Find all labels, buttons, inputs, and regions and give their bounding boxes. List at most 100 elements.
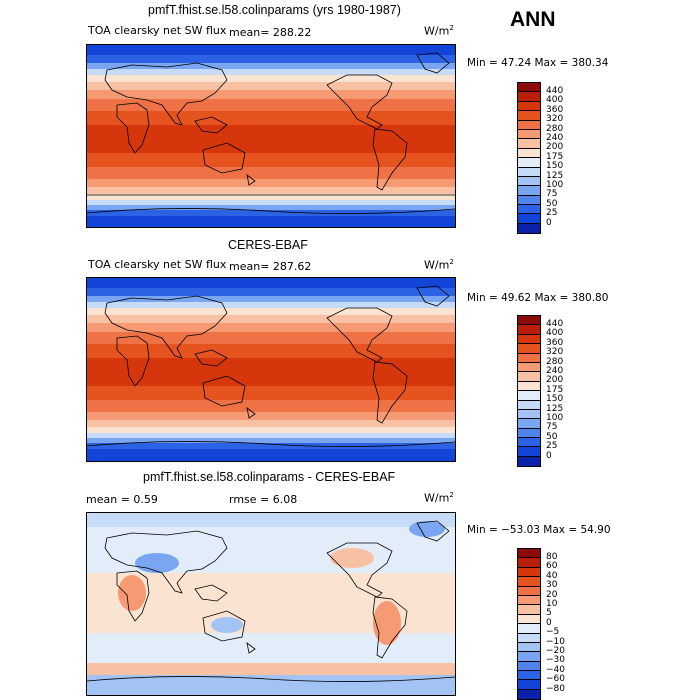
colorbar-swatch: [518, 372, 540, 382]
colorbar-swatch: [518, 344, 540, 354]
colorbar-swatch: [518, 391, 540, 401]
colorbar-tick-label: 240: [546, 365, 564, 376]
colorbar-tick-label: −80: [546, 683, 565, 694]
panel-2-colorbar: [517, 315, 541, 468]
colorbar-swatch: [518, 577, 540, 587]
colorbar-swatch: [518, 689, 540, 700]
panel-2-map: [86, 277, 456, 462]
colorbar-swatch: [518, 176, 540, 187]
colorbar-swatch: [518, 605, 540, 615]
colorbar-tick-label: 440: [546, 85, 564, 96]
colorbar-tick-label: 125: [546, 403, 564, 414]
season-label: ANN: [510, 8, 556, 31]
colorbar-swatch: [518, 558, 540, 568]
colorbar-tick-label: −60: [546, 674, 565, 685]
colorbar-swatch: [518, 316, 540, 326]
colorbar-tick-label: −20: [546, 645, 565, 656]
panel-2-mean: mean= 287.62: [229, 260, 312, 273]
colorbar-swatch: [518, 567, 540, 578]
colorbar-tick-label: 50: [546, 431, 558, 442]
colorbar-tick-label: 80: [546, 551, 558, 562]
colorbar-swatch: [518, 652, 540, 662]
colorbar-swatch: [518, 186, 540, 196]
panel-3-title: pmfT.fhist.se.l58.colinparams - CERES-EB…: [143, 470, 396, 484]
panel-3-mean: mean = 0.59: [86, 493, 158, 506]
colorbar-swatch: [518, 642, 540, 653]
panel-2-variable: TOA clearsky net SW flux: [88, 258, 227, 271]
colorbar-tick-label: 0: [546, 617, 552, 628]
colorbar-swatch: [518, 633, 540, 643]
colorbar-swatch: [518, 223, 540, 234]
colorbar-swatch: [518, 661, 540, 672]
panel-1-title: pmfT.fhist.se.l58.colinparams (yrs 1980-…: [148, 3, 401, 17]
colorbar-tick-label: 400: [546, 328, 564, 339]
colorbar-tick-label: 30: [546, 580, 558, 591]
panel-3-colorbar: [517, 548, 541, 700]
colorbar-tick-label: 200: [546, 375, 564, 386]
panel-1-minmax: Min = 47.24 Max = 380.34: [467, 57, 609, 69]
colorbar-swatch: [518, 409, 540, 420]
colorbar-swatch: [518, 419, 540, 429]
panel-2-map-svg: [87, 278, 455, 461]
colorbar-swatch: [518, 614, 540, 625]
panel-1-mean: mean= 288.22: [229, 26, 312, 39]
colorbar-swatch: [518, 334, 540, 345]
colorbar-tick-label: 150: [546, 161, 564, 172]
colorbar-tick-label: 100: [546, 179, 564, 190]
colorbar-swatch: [518, 680, 540, 690]
colorbar-swatch: [518, 139, 540, 149]
colorbar-tick-label: 200: [546, 142, 564, 153]
colorbar-tick-label: 60: [546, 561, 558, 572]
colorbar-swatch: [518, 129, 540, 140]
colorbar-swatch: [518, 381, 540, 392]
panel-1-map: [86, 44, 456, 228]
panel-3-rmse: rmse = 6.08: [229, 493, 298, 506]
colorbar-tick-label: 5: [546, 608, 552, 619]
colorbar-tick-label: 25: [546, 441, 558, 452]
colorbar-swatch: [518, 158, 540, 168]
panel-3-units: W/m2: [424, 491, 454, 505]
colorbar-swatch: [518, 120, 540, 130]
colorbar-tick-label: 50: [546, 198, 558, 209]
colorbar-tick-label: 280: [546, 123, 564, 134]
colorbar-swatch: [518, 438, 540, 448]
colorbar-tick-label: 40: [546, 570, 558, 581]
panel-1-map-svg: [87, 45, 455, 227]
colorbar-tick-label: 440: [546, 318, 564, 329]
colorbar-swatch: [518, 400, 540, 410]
colorbar-swatch: [518, 549, 540, 559]
colorbar-tick-label: 10: [546, 598, 558, 609]
colorbar-tick-label: 100: [546, 412, 564, 423]
colorbar-swatch: [518, 362, 540, 373]
colorbar-tick-label: 240: [546, 132, 564, 143]
panel-2-title: CERES-EBAF: [228, 238, 308, 252]
colorbar-swatch: [518, 456, 540, 467]
colorbar-tick-label: 20: [546, 589, 558, 600]
colorbar-swatch: [518, 195, 540, 206]
colorbar-swatch: [518, 428, 540, 439]
panel-1-variable: TOA clearsky net SW flux: [88, 24, 227, 37]
colorbar-swatch: [518, 595, 540, 606]
colorbar-swatch: [518, 92, 540, 102]
colorbar-swatch: [518, 101, 540, 112]
colorbar-tick-label: 360: [546, 337, 564, 348]
colorbar-tick-label: 175: [546, 384, 564, 395]
colorbar-swatch: [518, 83, 540, 93]
panel-1-units: W/m2: [424, 24, 454, 38]
colorbar-swatch: [518, 671, 540, 681]
colorbar-swatch: [518, 353, 540, 363]
colorbar-tick-label: 360: [546, 104, 564, 115]
colorbar-tick-label: −10: [546, 636, 565, 647]
colorbar-tick-label: 150: [546, 394, 564, 405]
colorbar-tick-label: −5: [546, 627, 560, 638]
colorbar-swatch: [518, 325, 540, 335]
colorbar-tick-label: 75: [546, 189, 558, 200]
panel-3-map: [86, 512, 456, 696]
colorbar-swatch: [518, 586, 540, 596]
colorbar-tick-label: 320: [546, 114, 564, 125]
panel-3-minmax: Min = −53.03 Max = 54.90: [467, 524, 611, 536]
panel-3-map-svg: [87, 513, 455, 695]
panel-2-units: W/m2: [424, 258, 454, 272]
colorbar-tick-label: 75: [546, 422, 558, 433]
colorbar-swatch: [518, 111, 540, 121]
